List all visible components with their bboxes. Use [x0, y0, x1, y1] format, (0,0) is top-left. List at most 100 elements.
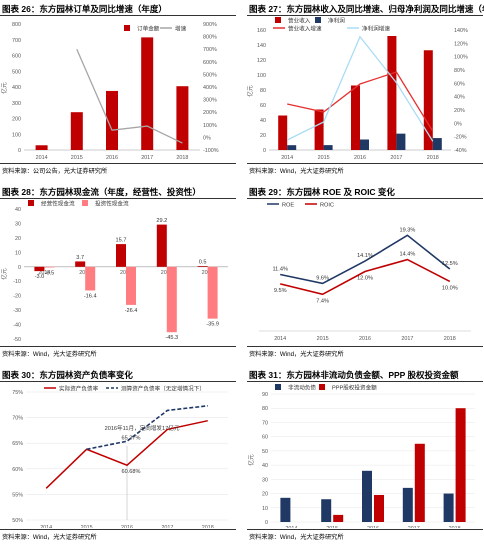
tick-label: 80% — [454, 68, 465, 74]
bar-net-profit — [287, 145, 297, 150]
tick-label: 900% — [203, 22, 217, 28]
tick-label: 100% — [454, 55, 468, 61]
y-axis-label: 亿元 — [247, 85, 254, 97]
tick-label: 400 — [12, 85, 21, 91]
tick-label: 30 — [262, 477, 268, 483]
legend-swatch — [275, 17, 281, 23]
tick-label: 300% — [203, 98, 217, 104]
data-label: -45.3 — [165, 335, 178, 341]
x-tick-label: 2015 — [81, 525, 93, 528]
noncurrent-ppp-chart: 0 10 20 30 40 50 60 70 80 90 2014 2015 2016 2017 2018 亿… — [247, 384, 475, 528]
data-label: -3.0 — [35, 274, 45, 280]
bar-noncurrent-liabilities — [280, 497, 291, 522]
bar-order — [35, 145, 48, 150]
legend-label: PPP股权投资金额 — [332, 384, 377, 392]
bar-revenue — [314, 109, 324, 150]
data-label: 3.7 — [76, 255, 84, 261]
revenue-profit-chart: 0 20 40 60 80 100 120 140 160 -40% -20% 0% 20% 40% 60%… — [247, 17, 468, 162]
bar-investing-cf — [44, 266, 55, 268]
chart-source: 资料来源：公司公告，光大证券研究所 — [2, 168, 108, 175]
data-label: -0.5 — [45, 271, 55, 277]
source-rule — [0, 529, 236, 530]
x-tick-label: 2017 — [141, 155, 153, 161]
title-rule — [247, 381, 483, 382]
source-rule — [247, 163, 483, 164]
legend-swatch — [275, 384, 281, 390]
data-label: 15.7 — [116, 238, 127, 244]
x-tick-label: 2016 — [354, 155, 366, 161]
title-rule — [0, 198, 236, 199]
x-tick-label: 2018 — [202, 525, 214, 528]
line-growth — [76, 48, 183, 144]
y-axis-label: 亿元 — [0, 82, 8, 94]
tick-label: -100% — [203, 148, 219, 154]
tick-label: 40 — [260, 118, 266, 124]
tick-label: 500% — [203, 72, 217, 78]
tick-label: 60% — [454, 81, 465, 87]
bar-operating-cf — [116, 244, 126, 267]
tick-label: 40 — [15, 207, 21, 213]
x-tick-label: 2014 — [285, 526, 297, 528]
tick-label: 40 — [262, 463, 268, 469]
x-tick-label: 2014 — [40, 525, 52, 528]
legend-swatch — [124, 25, 130, 31]
chart-source: 资料来源：Wind，光大证券研究所 — [2, 534, 97, 541]
bar-noncurrent-liabilities — [321, 499, 332, 522]
chart-title: 图表 28：东方园林现金流（年度，经营性、投资性） — [2, 187, 201, 197]
tick-label: -40 — [13, 323, 21, 329]
legend-label: 净利润增速 — [362, 25, 390, 33]
data-label: 19.3% — [399, 227, 415, 233]
title-rule — [0, 15, 236, 16]
bar-order — [176, 86, 189, 150]
tick-label: 120% — [454, 41, 468, 47]
tick-label: 0 — [265, 520, 268, 526]
data-label: 0.5 — [199, 260, 207, 266]
tick-label: -50 — [13, 337, 21, 343]
x-tick-label: 2017 — [401, 336, 413, 342]
bar-noncurrent-liabilities — [443, 493, 454, 522]
bar-order — [141, 37, 154, 151]
source-rule — [247, 346, 483, 347]
tick-label: 65% — [12, 441, 23, 447]
legend-label: ROIC — [320, 203, 334, 209]
tick-label: 160 — [257, 28, 266, 34]
tick-label: 50 — [262, 449, 268, 455]
cashflow-chart: -50-40-30-20-10010203040亿元20142015201620… — [0, 200, 228, 343]
data-label: 12.0% — [357, 275, 373, 281]
line-actual-debt-ratio — [45, 419, 208, 489]
x-tick-label: 2017 — [408, 526, 420, 528]
tick-label: 10 — [15, 250, 21, 256]
tick-label: 80 — [260, 88, 266, 94]
x-tick-label: 2018 — [176, 155, 188, 161]
tick-label: 100% — [203, 123, 217, 129]
legend-label: ROE — [282, 203, 294, 209]
tick-label: 120 — [257, 58, 266, 64]
x-tick-label: 2015 — [71, 155, 83, 161]
tick-label: 800 — [12, 22, 21, 28]
tick-label: 100 — [257, 73, 266, 79]
bar-noncurrent-liabilities — [362, 470, 372, 522]
chart-source: 资料来源：Wind，光大证券研究所 — [249, 534, 344, 541]
legend-label: 经营性现金流 — [41, 200, 75, 208]
tick-label: -10 — [13, 279, 21, 285]
tick-label: 600% — [203, 60, 217, 66]
tick-label: 70% — [12, 416, 23, 422]
data-label: 14.4% — [399, 252, 415, 258]
data-label: 29.2 — [156, 218, 167, 224]
tick-label: 70 — [262, 420, 268, 426]
legend-label: 净利润 — [328, 17, 345, 25]
tick-label: 60 — [262, 435, 268, 441]
bar-net-profit — [323, 145, 333, 150]
legend-label: 测算资产负债率（无定增情况下） — [121, 385, 205, 393]
chart-title: 图表 26：东方园林订单及同比增速（年度） — [2, 4, 167, 14]
x-tick-label: 2016 — [359, 336, 371, 342]
tick-label: 0 — [18, 148, 21, 154]
tick-label: 500 — [12, 69, 21, 75]
tick-label: 800% — [203, 35, 217, 41]
bar-operating-cf — [75, 261, 86, 267]
bar-ppp-investment — [455, 408, 466, 522]
tick-label: 40% — [454, 95, 465, 101]
line-profit-growth — [286, 35, 434, 142]
chart-title: 图表 31：东方园林非流动负债金额、PPP 股权投资金额 — [249, 370, 459, 380]
x-tick-label: 2016 — [106, 155, 118, 161]
